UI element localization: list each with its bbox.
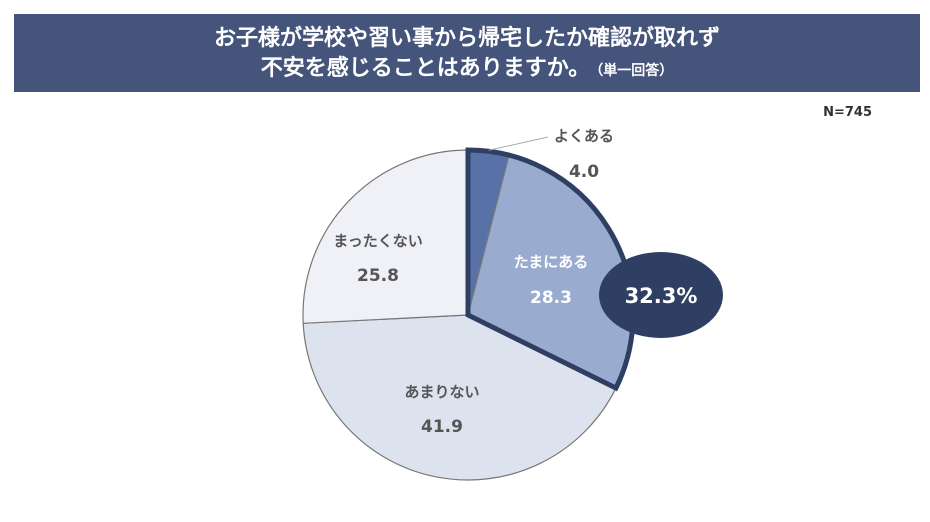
slice-value-たまにある: 28.3 [530,288,572,308]
callout-text: 32.3% [625,284,698,308]
title-line-1: お子様が学校や習い事から帰宅したか確認が取れず [213,26,720,51]
slice-label-まったくない: まったくない [333,232,422,250]
callout-bubble: 32.3% [599,252,723,338]
slice-label-あまりない: あまりない [404,383,479,401]
title-banner: お子様が学校や習い事から帰宅したか確認が取れず 不安を感じることはありますか。 （… [14,14,920,92]
title-line-2: 不安を感じることはありますか。 （単一回答） [14,54,920,86]
sample-size-label: N=745 [823,105,872,120]
title-note: （単一回答） [596,63,674,79]
slice-value-よくある: 4.0 [569,162,599,182]
title-line-2-text: 不安を感じることはありますか。 [260,56,591,81]
pie-slices [302,149,634,481]
pie-slice-まったくない [302,149,469,324]
callout-ellipse [599,252,723,338]
pie-slice-あまりない [302,314,617,481]
slice-value-あまりない: 41.9 [421,417,463,437]
slice-label-よくある: よくある [554,127,614,145]
slice-value-まったくない: 25.8 [357,266,399,286]
slice-label-たまにある: たまにある [514,253,589,271]
leader-line-よくある [488,136,549,151]
highlight-outline [465,147,636,392]
pie-labels: よくある 4.0 たまにある 28.3 あまりない 41.9 まったくない 25.8 [333,127,614,437]
